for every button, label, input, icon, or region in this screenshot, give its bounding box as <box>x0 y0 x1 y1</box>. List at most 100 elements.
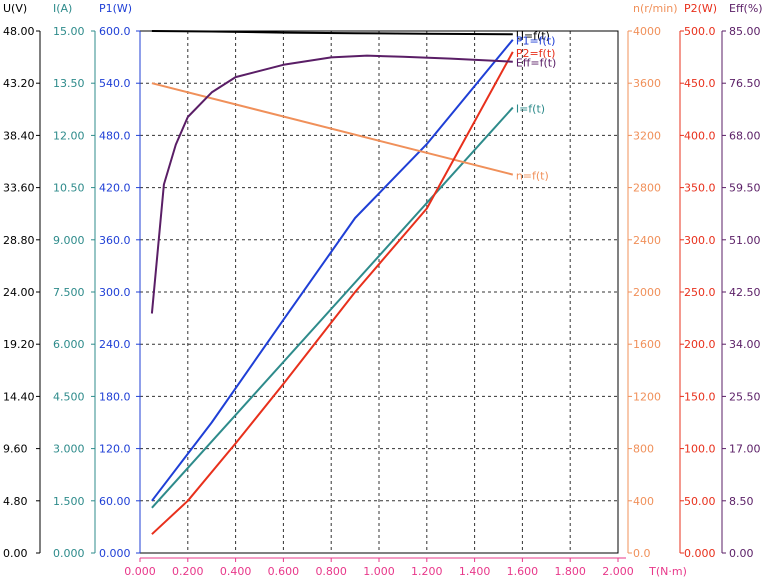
y-axis-label-Eff: Eff(%) <box>729 2 763 15</box>
y-tick-label-P2: 250.0 <box>684 286 716 299</box>
y-axis-label-P1: P1(W) <box>99 2 132 15</box>
y-tick-label-I: 0.000 <box>53 547 85 560</box>
y-tick-label-P1: 120.0 <box>99 443 131 456</box>
y-tick-label-I: 9.000 <box>53 234 85 247</box>
y-tick-label-n: 400 <box>633 495 654 508</box>
series-line-I <box>151 106 514 509</box>
x-tick-label: 2.000 <box>602 565 634 578</box>
grid <box>139 30 619 554</box>
series-line-Eff <box>150 54 513 314</box>
y-tick-label-U: 48.00 <box>3 25 35 38</box>
y-tick-label-U: 28.80 <box>3 234 35 247</box>
y-tick-label-I: 13.50 <box>53 77 85 90</box>
x-tick-label: 1.800 <box>554 565 586 578</box>
y-axis-label-I: I(A) <box>53 2 72 15</box>
y-tick-label-U: 0.00 <box>3 547 28 560</box>
x-axis-label: T(N·m) <box>648 565 687 578</box>
y-tick-label-I: 7.500 <box>53 286 85 299</box>
x-tick-label: 1.400 <box>459 565 491 578</box>
x-tick-label: 0.200 <box>172 565 204 578</box>
x-tick-label: 0.600 <box>268 565 300 578</box>
y-tick-label-Eff: 42.50 <box>729 286 761 299</box>
y-tick-label-n: 2400 <box>633 234 661 247</box>
y-tick-label-n: 800 <box>633 443 654 456</box>
y-tick-label-U: 24.00 <box>3 286 35 299</box>
y-tick-label-P1: 360.0 <box>99 234 131 247</box>
series-label-I: I=f(t) <box>516 103 545 116</box>
series-line-P2 <box>151 51 514 535</box>
series-line-U <box>151 30 513 36</box>
y-tick-label-P2: 500.0 <box>684 25 716 38</box>
y-tick-label-I: 4.500 <box>53 390 85 403</box>
y-tick-label-Eff: 8.50 <box>729 495 754 508</box>
y-tick-label-U: 4.80 <box>3 495 28 508</box>
y-tick-label-U: 9.60 <box>3 443 28 456</box>
y-tick-label-n: 2800 <box>633 182 661 195</box>
y-tick-label-I: 1.500 <box>53 495 85 508</box>
series-labels: U=f(t) I=f(t) P1=f(t) n=f(t) P2=f(t)Eff=f(t) <box>516 29 557 182</box>
y-axis-label-n: n(r/min) <box>633 2 678 15</box>
axes: 0.000 0.200 0.400 0.600 0.800 1.000 1.200 1.400… <box>3 2 763 578</box>
y-tick-label-P2: 450.0 <box>684 77 716 90</box>
y-tick-label-P2: 300.0 <box>684 234 716 247</box>
y-tick-label-I: 12.00 <box>53 129 85 142</box>
y-tick-label-Eff: 0.00 <box>729 547 754 560</box>
y-tick-label-Eff: 76.50 <box>729 77 761 90</box>
y-tick-label-n: 3200 <box>633 129 661 142</box>
x-tick-label: 1.600 <box>507 565 539 578</box>
y-tick-label-I: 3.000 <box>53 443 85 456</box>
y-tick-label-Eff: 34.00 <box>729 338 761 351</box>
series-label-Eff: Eff=f(t) <box>516 57 557 70</box>
series-label-P1: P1=f(t) <box>516 35 556 48</box>
y-tick-label-P1: 180.0 <box>99 390 131 403</box>
y-tick-label-n: 3600 <box>633 77 661 90</box>
y-tick-label-P1: 480.0 <box>99 129 131 142</box>
y-tick-label-n: 4000 <box>633 25 661 38</box>
y-tick-label-U: 38.40 <box>3 129 35 142</box>
y-tick-label-P2: 50.00 <box>684 495 716 508</box>
series-label-P2: P2=f(t) <box>516 47 556 60</box>
y-tick-label-P1: 60.00 <box>99 495 131 508</box>
y-tick-label-U: 33.60 <box>3 182 35 195</box>
y-tick-label-Eff: 85.00 <box>729 25 761 38</box>
y-tick-label-Eff: 59.50 <box>729 182 761 195</box>
y-tick-label-I: 6.000 <box>53 338 85 351</box>
y-tick-label-U: 19.20 <box>3 338 35 351</box>
y-tick-label-n: 0.0 <box>633 547 651 560</box>
y-tick-label-Eff: 17.00 <box>729 443 761 456</box>
series-line-P1 <box>151 39 514 502</box>
y-tick-label-P1: 300.0 <box>99 286 131 299</box>
x-tick-label: 0.800 <box>315 565 347 578</box>
y-tick-label-U: 43.20 <box>3 77 35 90</box>
y-tick-label-P2: 200.0 <box>684 338 716 351</box>
y-tick-label-n: 1200 <box>633 390 661 403</box>
y-tick-label-P2: 400.0 <box>684 129 716 142</box>
y-tick-label-P2: 100.0 <box>684 443 716 456</box>
x-tick-label: 1.200 <box>411 565 443 578</box>
y-tick-label-n: 1600 <box>633 338 661 351</box>
y-tick-label-P1: 600.0 <box>99 25 131 38</box>
y-tick-label-P1: 240.0 <box>99 338 131 351</box>
y-tick-label-U: 14.40 <box>3 390 35 403</box>
y-tick-label-P2: 0.000 <box>684 547 716 560</box>
y-tick-label-P1: 420.0 <box>99 182 131 195</box>
series-label-U: U=f(t) <box>516 29 550 42</box>
x-tick-label: 0.400 <box>220 565 252 578</box>
y-axis-label-P2: P2(W) <box>684 2 717 15</box>
y-tick-label-Eff: 51.00 <box>729 234 761 247</box>
y-tick-label-n: 2000 <box>633 286 661 299</box>
y-axis-label-U: U(V) <box>3 2 27 15</box>
y-tick-label-P1: 0.000 <box>99 547 131 560</box>
series-label-n: n=f(t) <box>516 170 549 183</box>
y-tick-label-I: 15.00 <box>53 25 85 38</box>
y-tick-label-Eff: 68.00 <box>729 129 761 142</box>
y-tick-label-P1: 540.0 <box>99 77 131 90</box>
y-tick-label-Eff: 25.50 <box>729 390 761 403</box>
y-tick-label-P2: 350.0 <box>684 182 716 195</box>
series-lines <box>150 30 514 535</box>
x-tick-label: 0.000 <box>124 565 156 578</box>
y-tick-label-P2: 150.0 <box>684 390 716 403</box>
x-tick-label: 1.000 <box>363 565 395 578</box>
y-tick-label-I: 10.50 <box>53 182 85 195</box>
